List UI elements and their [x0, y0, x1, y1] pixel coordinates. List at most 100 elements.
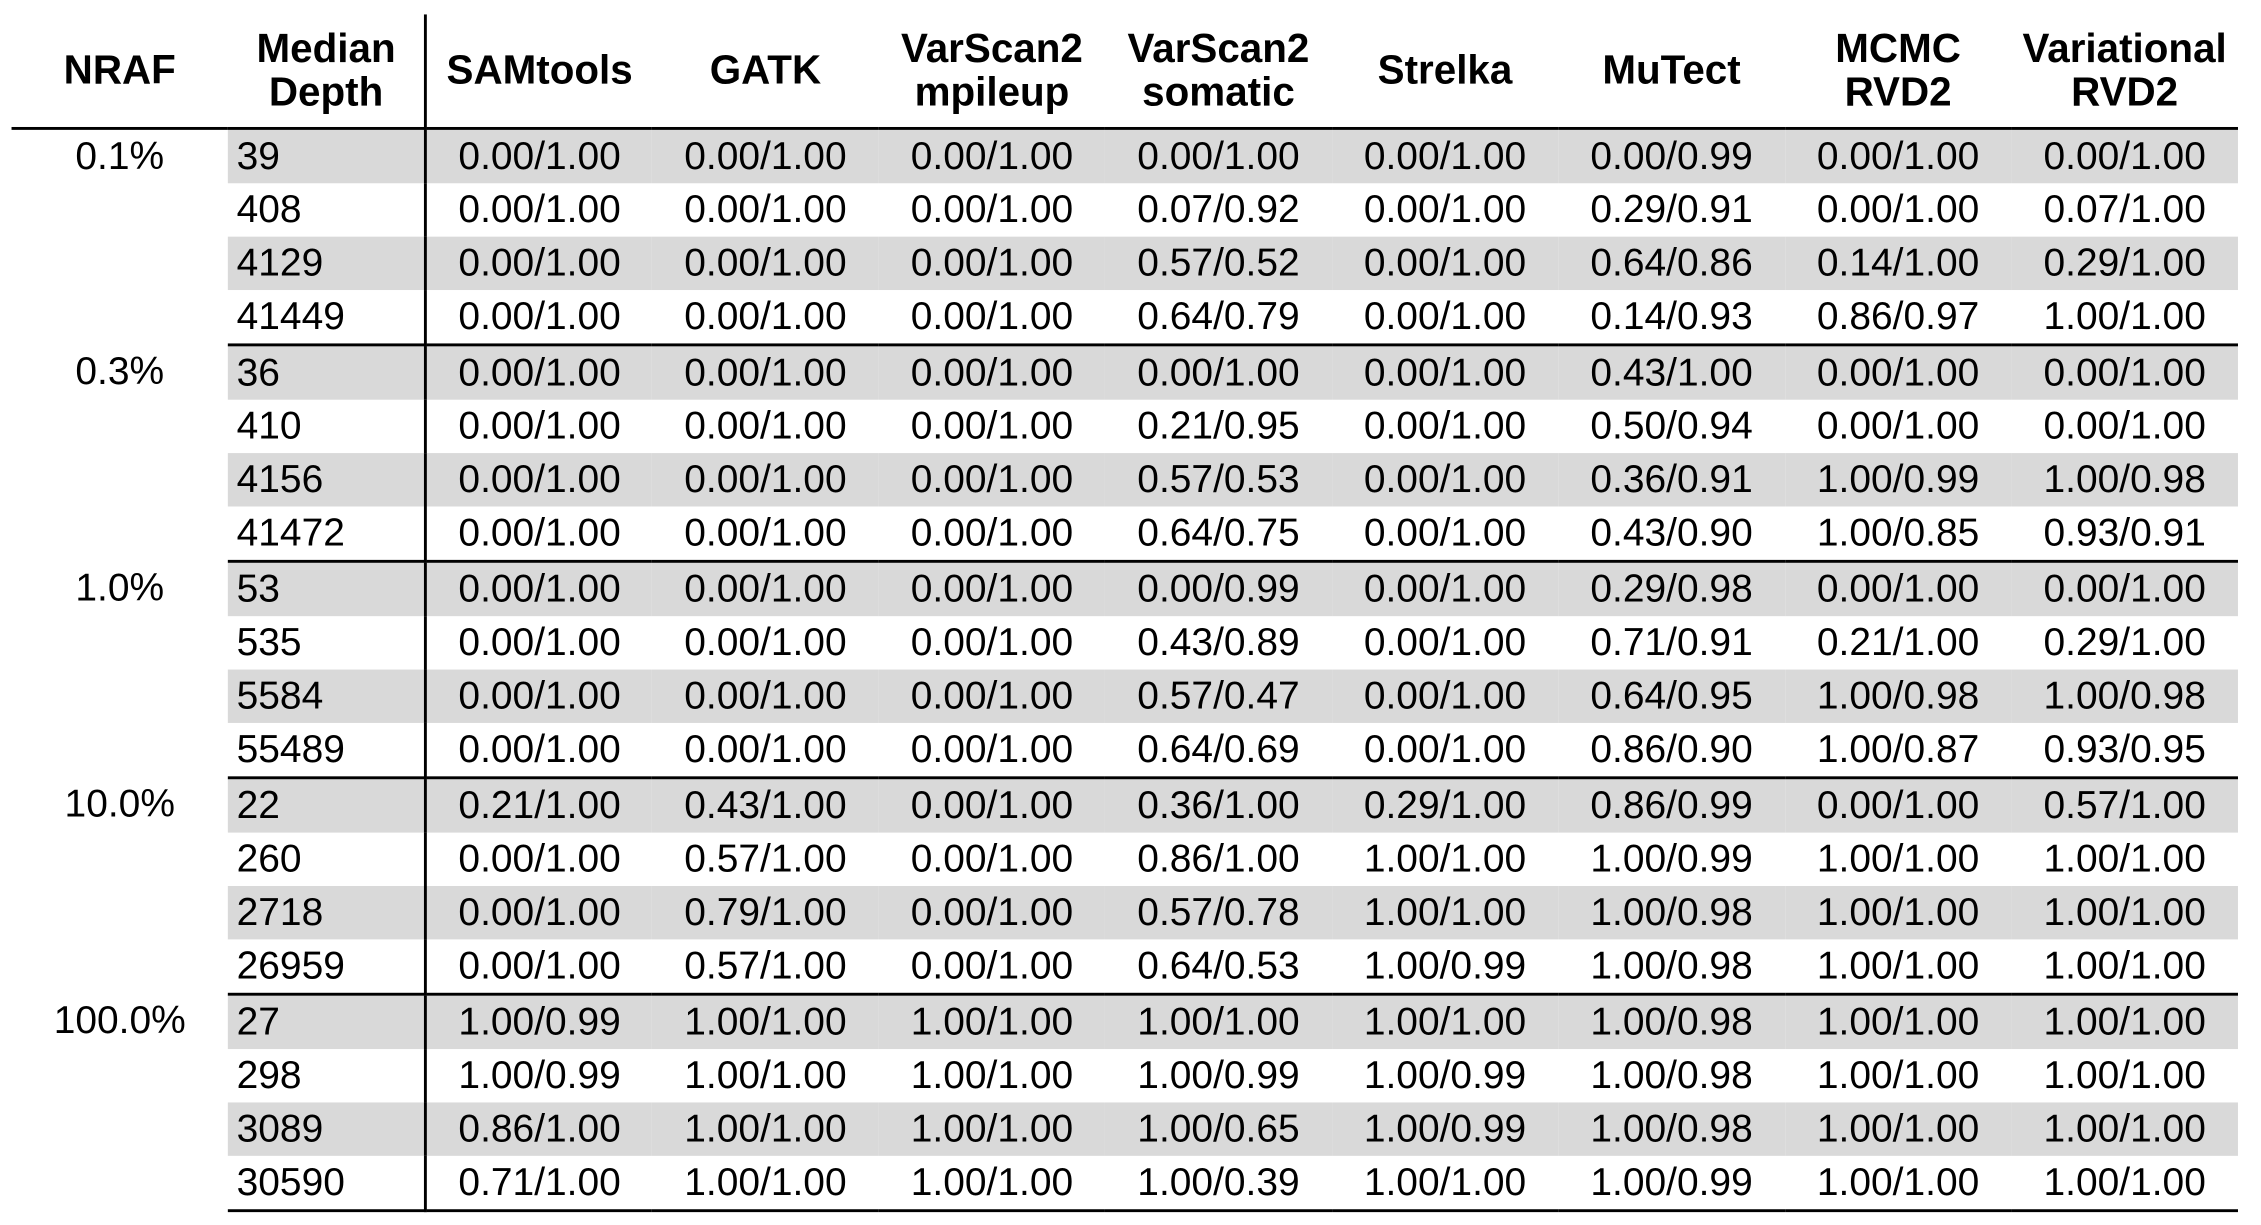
median-depth-cell: 26959 — [227, 939, 428, 996]
value-cell-mutect: 1.00/0.99 — [1590, 836, 1753, 881]
column-header-samtools: SAMtools — [425, 14, 653, 130]
value-cell-mutect: 1.00/0.99 — [1558, 1155, 1785, 1213]
value-cell-mutect: 1.00/0.98 — [1590, 1053, 1753, 1097]
value-cell-varscan2-mpileup: 0.00/1.00 — [878, 561, 1106, 617]
nraf-cell: 0.3% — [11, 344, 228, 562]
value-cell-variational-rvd2: 1.00/1.00 — [2043, 836, 2206, 881]
value-cell-strelka: 0.00/1.00 — [1363, 404, 1527, 448]
value-cell-varscan2-somatic: 0.21/0.95 — [1137, 404, 1300, 448]
value-cell-variational-rvd2: 1.00/1.00 — [2011, 886, 2238, 940]
value-cell-variational-rvd2: 0.93/0.95 — [2011, 722, 2238, 780]
column-header-mutect: MuTect — [1558, 14, 1785, 130]
table-row: 408 0.00/1.00 0.00/1.00 0.00/1.00 0.07/0.92 0… — [12, 183, 2238, 237]
value-cell-gatk: 0.43/1.00 — [652, 777, 879, 833]
value-cell-mcmc-rvd2: 1.00/1.00 — [1784, 886, 2012, 940]
value-cell-varscan2-mpileup: 1.00/1.00 — [878, 1102, 1106, 1156]
nraf-cell: 1.0% — [11, 561, 228, 778]
nraf-cell: 10.0% — [11, 777, 228, 995]
value-cell-mcmc-rvd2: 1.00/1.00 — [1816, 836, 1980, 881]
value-cell-mcmc-rvd2: 0.14/1.00 — [1784, 236, 2012, 291]
value-cell-mcmc-rvd2: 1.00/0.99 — [1784, 453, 2012, 507]
value-cell-strelka: 1.00/1.00 — [1331, 886, 1559, 940]
value-cell-mcmc-rvd2: 0.00/1.00 — [1784, 561, 2012, 617]
table-row: 260 0.00/1.00 0.57/1.00 0.00/1.00 0.86/1.00 1… — [12, 832, 2238, 887]
value-cell-variational-rvd2: 0.57/1.00 — [2011, 777, 2238, 833]
median-depth-cell: 22 — [227, 777, 428, 833]
value-cell-gatk: 0.00/1.00 — [652, 128, 879, 184]
value-cell-mcmc-rvd2: 0.00/1.00 — [1784, 777, 2012, 833]
value-cell-samtools: 0.00/1.00 — [425, 669, 653, 723]
table-row: 26959 0.00/1.00 0.57/1.00 0.00/1.00 0.64/0.5… — [12, 939, 2238, 996]
value-cell-samtools: 0.00/1.00 — [425, 722, 653, 780]
value-cell-varscan2-mpileup: 1.00/1.00 — [878, 994, 1106, 1050]
value-cell-variational-rvd2: 1.00/1.00 — [2011, 290, 2238, 347]
value-cell-strelka: 1.00/1.00 — [1331, 1155, 1559, 1213]
value-cell-varscan2-somatic: 0.07/0.92 — [1137, 187, 1300, 231]
value-cell-varscan2-somatic: 0.00/1.00 — [1105, 128, 1332, 184]
value-cell-mutect: 1.00/0.98 — [1558, 886, 1785, 940]
value-cell-gatk: 0.00/1.00 — [684, 404, 847, 448]
value-cell-varscan2-mpileup: 0.00/1.00 — [910, 404, 1074, 448]
value-cell-gatk: 0.00/1.00 — [652, 453, 879, 507]
table-row: 10.0% 22 0.21/1.00 0.43/1.00 0.00/1.00 0.36/1… — [11, 777, 2238, 995]
value-cell-mutect: 1.00/0.98 — [1558, 939, 1785, 996]
value-cell-varscan2-mpileup: 0.00/1.00 — [878, 290, 1106, 347]
value-cell-strelka: 1.00/1.00 — [1363, 836, 1527, 881]
value-cell-gatk: 0.00/1.00 — [652, 236, 879, 291]
median-depth-cell: 27 — [227, 994, 428, 1050]
value-cell-mutect: 0.14/0.93 — [1558, 290, 1785, 347]
value-cell-varscan2-somatic: 0.57/0.53 — [1105, 453, 1332, 507]
table-row: 298 1.00/0.99 1.00/1.00 1.00/1.00 1.00/0.99 1… — [12, 1049, 2238, 1103]
median-depth-cell: 2718 — [227, 886, 428, 940]
value-cell-mutect: 0.64/0.95 — [1558, 669, 1785, 723]
median-depth-cell: 410 — [227, 399, 428, 454]
value-cell-gatk: 0.00/1.00 — [652, 506, 879, 563]
value-cell-gatk: 0.00/1.00 — [652, 669, 879, 723]
value-cell-gatk: 0.00/1.00 — [652, 344, 879, 400]
value-cell-varscan2-mpileup: 1.00/1.00 — [910, 1053, 1074, 1097]
value-cell-strelka: 0.00/1.00 — [1331, 453, 1559, 507]
value-cell-mutect: 0.00/0.99 — [1558, 128, 1785, 184]
column-header-strelka: Strelka — [1331, 14, 1559, 130]
value-cell-strelka: 0.00/1.00 — [1331, 722, 1559, 780]
value-cell-samtools: 0.00/1.00 — [458, 620, 621, 664]
value-cell-varscan2-mpileup: 0.00/1.00 — [878, 506, 1106, 563]
table-row: 41449 0.00/1.00 0.00/1.00 0.00/1.00 0.64/0.7… — [12, 290, 2238, 347]
value-cell-samtools: 0.00/1.00 — [425, 453, 653, 507]
value-cell-gatk: 1.00/1.00 — [652, 1155, 879, 1213]
value-cell-samtools: 0.00/1.00 — [458, 187, 621, 231]
value-cell-varscan2-mpileup: 0.00/1.00 — [878, 128, 1106, 184]
value-cell-samtools: 1.00/0.99 — [425, 994, 653, 1050]
value-cell-varscan2-mpileup: 0.00/1.00 — [878, 344, 1106, 400]
value-cell-varscan2-somatic: 1.00/0.39 — [1105, 1155, 1332, 1213]
value-cell-varscan2-mpileup: 0.00/1.00 — [878, 669, 1106, 723]
value-cell-variational-rvd2: 0.93/0.91 — [2011, 506, 2238, 563]
nraf-cell: 0.1% — [11, 128, 228, 345]
value-cell-gatk: 0.00/1.00 — [652, 561, 879, 617]
value-cell-strelka: 0.00/1.00 — [1331, 236, 1559, 291]
table-row: 1.0% 53 0.00/1.00 0.00/1.00 0.00/1.00 0.00/0.… — [11, 561, 2238, 778]
value-cell-varscan2-somatic: 1.00/1.00 — [1105, 994, 1332, 1050]
value-cell-strelka: 0.00/1.00 — [1331, 290, 1559, 347]
median-depth-cell: 39 — [227, 128, 428, 184]
value-cell-mcmc-rvd2: 0.00/1.00 — [1784, 128, 2012, 184]
value-cell-gatk: 0.57/1.00 — [684, 836, 847, 881]
value-cell-variational-rvd2: 0.29/1.00 — [2043, 620, 2206, 664]
value-cell-variational-rvd2: 1.00/1.00 — [2011, 1102, 2238, 1156]
table-row: 0.1% 39 0.00/1.00 0.00/1.00 0.00/1.00 0.00/1.… — [11, 128, 2238, 345]
value-cell-varscan2-somatic: 0.43/0.89 — [1137, 620, 1300, 664]
value-cell-varscan2-somatic: 0.64/0.75 — [1105, 506, 1332, 563]
table-row: 410 0.00/1.00 0.00/1.00 0.00/1.00 0.21/0.95 0… — [12, 399, 2238, 454]
value-cell-samtools: 0.00/1.00 — [425, 290, 653, 347]
column-header-median-depth: Median Depth — [227, 14, 428, 130]
value-cell-mutect: 0.86/0.90 — [1558, 722, 1785, 780]
value-cell-varscan2-somatic: 0.86/1.00 — [1137, 836, 1300, 881]
value-cell-variational-rvd2: 0.00/1.00 — [2011, 561, 2238, 617]
table-row: 4156 0.00/1.00 0.00/1.00 0.00/1.00 0.57/0.53… — [12, 453, 2238, 507]
value-cell-samtools: 0.21/1.00 — [425, 777, 653, 833]
value-cell-samtools: 0.00/1.00 — [425, 344, 653, 400]
results-table: NRAF Median Depth SAMtools GATK VarScan2 mpile… — [11, 14, 2238, 1213]
header-row: NRAF Median Depth SAMtools GATK VarScan2 mpile… — [11, 14, 2238, 130]
value-cell-strelka: 0.00/1.00 — [1331, 344, 1559, 400]
